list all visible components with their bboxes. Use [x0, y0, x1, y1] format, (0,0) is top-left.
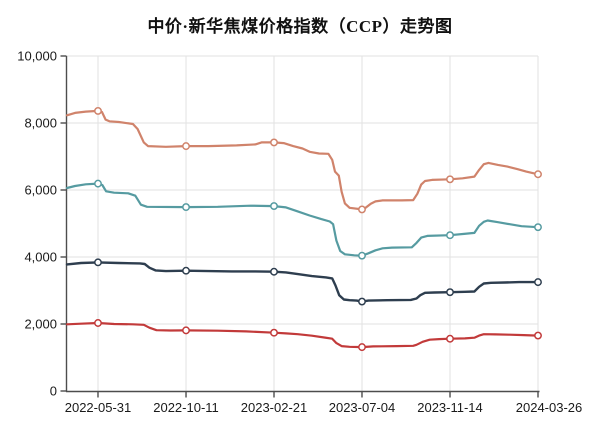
- data-point-marker: [446, 288, 454, 297]
- x-axis-tick-label: 2022-05-31: [65, 400, 132, 415]
- data-point-marker: [446, 175, 454, 184]
- data-point-marker: [270, 328, 278, 337]
- y-axis-tick-label: 8,000: [24, 116, 57, 131]
- data-point-marker: [446, 334, 454, 343]
- y-axis-tick-label: 10,000: [17, 49, 57, 64]
- y-axis-labels: 0 2,000 4,000 6,000 8,000 10,000: [17, 49, 57, 399]
- x-axis-tick-label: 2023-07-04: [329, 400, 396, 415]
- data-point-marker: [358, 297, 366, 306]
- data-point-marker: [446, 231, 454, 240]
- data-point-marker: [358, 343, 366, 352]
- markers-series-4-bottom: [94, 319, 542, 352]
- data-point-marker: [534, 278, 542, 287]
- data-point-marker: [358, 251, 366, 260]
- y-axis-tick-label: 2,000: [24, 317, 57, 332]
- line-series-4-bottom: [65, 321, 540, 349]
- x-axis-tick-label: 2023-11-14: [417, 400, 483, 415]
- grid-lines: [67, 55, 539, 391]
- data-point-marker: [94, 258, 102, 267]
- data-point-marker: [534, 331, 542, 340]
- data-point-marker: [270, 267, 278, 276]
- markers-series-1-top: [94, 106, 542, 214]
- line-series-3: [65, 261, 540, 303]
- chart-title: 中价·新华焦煤价格指数（CCP）走势图: [147, 17, 453, 36]
- data-point-marker: [182, 326, 190, 335]
- data-point-marker: [270, 202, 278, 211]
- x-axis-tick-label: 2022-10-11: [153, 400, 219, 415]
- data-point-marker: [94, 319, 102, 327]
- data-point-marker: [94, 179, 102, 188]
- data-point-marker: [270, 138, 278, 147]
- y-axis-tick-label: 6,000: [24, 183, 57, 198]
- data-point-marker: [182, 142, 190, 151]
- x-axis-tick-label: 2023-02-21: [241, 400, 308, 415]
- data-point-marker: [358, 205, 366, 214]
- y-axis-tick-label: 4,000: [24, 250, 57, 265]
- x-axis-labels: 2022-05-31 2022-10-11 2023-02-21 2023-07-04…: [65, 400, 583, 415]
- data-point-marker: [534, 223, 542, 232]
- axes: [60, 55, 540, 398]
- data-point-marker: [94, 106, 102, 115]
- line-series-1-top: [65, 109, 540, 211]
- x-axis-tick-label: 2024-03-26: [516, 400, 583, 415]
- markers-series-2: [94, 179, 542, 260]
- y-axis-tick-label: 0: [50, 384, 57, 399]
- data-point-marker: [182, 203, 190, 212]
- data-point-marker: [534, 170, 542, 179]
- markers-series-3: [94, 258, 542, 306]
- line-series-2: [65, 182, 540, 257]
- data-point-marker: [182, 266, 190, 275]
